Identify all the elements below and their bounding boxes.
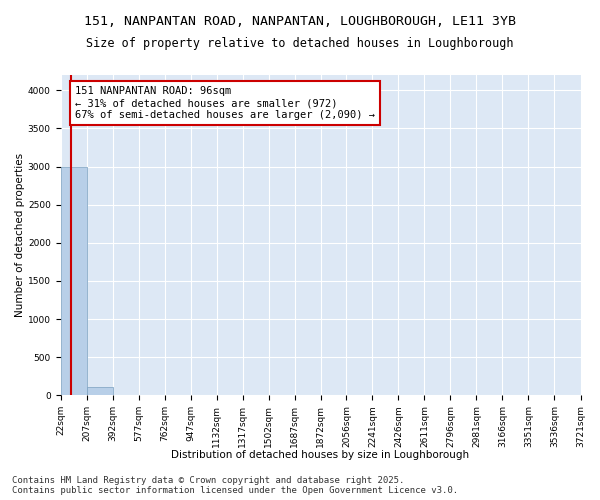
- Text: Size of property relative to detached houses in Loughborough: Size of property relative to detached ho…: [86, 38, 514, 51]
- Text: Contains HM Land Registry data © Crown copyright and database right 2025.
Contai: Contains HM Land Registry data © Crown c…: [12, 476, 458, 495]
- X-axis label: Distribution of detached houses by size in Loughborough: Distribution of detached houses by size …: [172, 450, 470, 460]
- Text: 151 NANPANTAN ROAD: 96sqm
← 31% of detached houses are smaller (972)
67% of semi: 151 NANPANTAN ROAD: 96sqm ← 31% of detac…: [75, 86, 375, 120]
- Bar: [61, 166, 86, 396]
- Y-axis label: Number of detached properties: Number of detached properties: [15, 153, 25, 318]
- Bar: [86, 387, 113, 396]
- Text: 151, NANPANTAN ROAD, NANPANTAN, LOUGHBOROUGH, LE11 3YB: 151, NANPANTAN ROAD, NANPANTAN, LOUGHBOR…: [84, 15, 516, 28]
